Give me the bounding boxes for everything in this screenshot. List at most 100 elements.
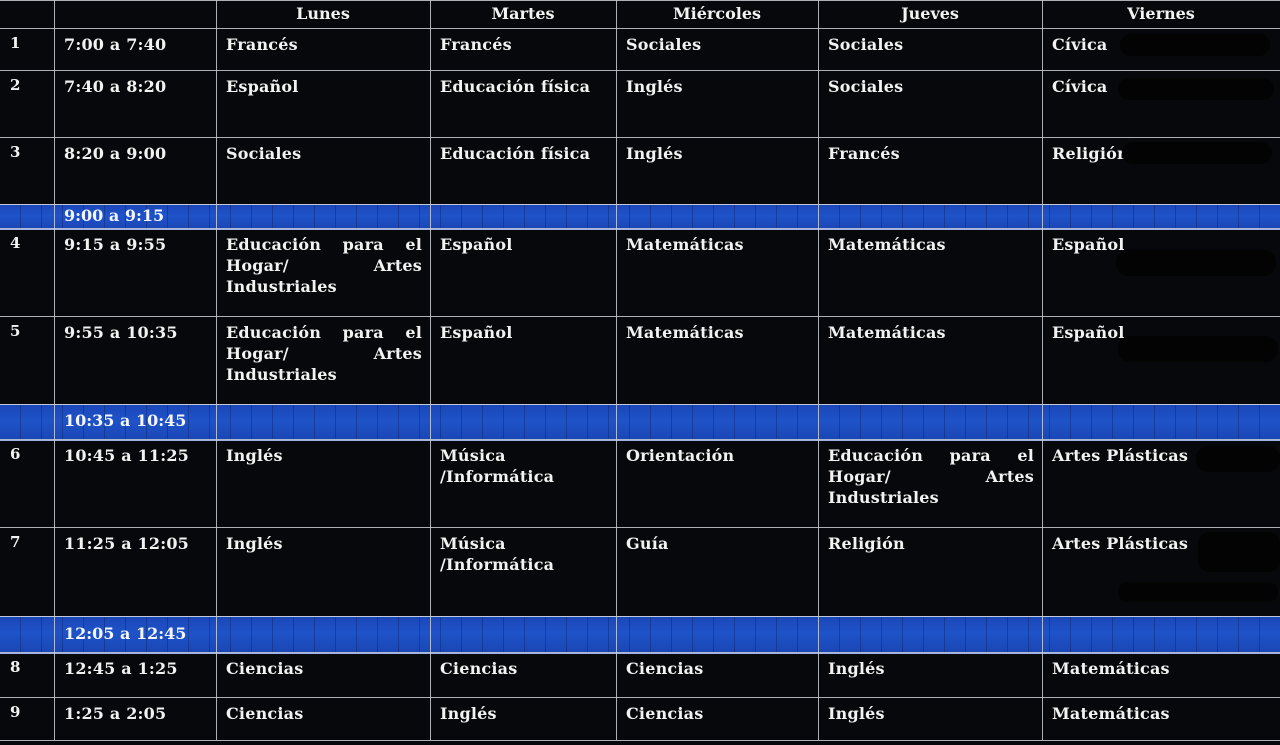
subject-cell: Ciencias [626,704,704,723]
grid-line-vertical [616,0,617,740]
period-time: 8:20 a 9:00 [64,144,167,163]
subject-cell: Educación física [440,77,591,96]
subject-cell: Música /Informática [440,446,555,486]
subject-cell: Música /Informática [440,534,555,574]
period-time: 10:45 a 11:25 [64,446,189,465]
redaction-mark [1118,78,1274,100]
break-bar [0,616,1280,654]
redaction-mark [1122,142,1272,164]
break-bar-pattern [0,205,1280,229]
redaction-mark [1118,582,1278,602]
subject-cell: Matemáticas [1052,659,1170,678]
grid-line-horizontal [0,652,1280,653]
period-number: 4 [10,234,21,252]
period-time: 1:25 a 2:05 [64,704,167,723]
grid-line-vertical [54,0,55,740]
subject-cell: Inglés [626,77,683,96]
period-time: 9:55 a 10:35 [64,323,178,342]
subject-cell: Inglés [226,446,283,465]
day-header: Martes [491,4,555,23]
grid-line-horizontal [0,0,1280,1]
grid-line-horizontal [0,527,1280,528]
subject-cell: Religión [828,534,905,553]
grid-line-horizontal [0,204,1280,205]
day-header: Viernes [1127,4,1195,23]
grid-line-vertical [216,0,217,740]
period-number: 2 [10,76,21,94]
subject-cell: Español [226,77,299,96]
subject-cell: Inglés [626,144,683,163]
subject-cell: Artes Plásticas [1052,534,1189,553]
redaction-mark [1198,532,1280,572]
grid-line-horizontal [0,616,1280,617]
break-bar [0,204,1280,230]
break-bar [0,404,1280,441]
redaction-mark [1120,34,1270,56]
subject-cell: Educación física [440,144,591,163]
subject-cell: Sociales [626,35,702,54]
period-time: 9:15 a 9:55 [64,235,167,254]
break-time: 12:05 a 12:45 [64,623,187,643]
day-header: Miércoles [672,4,762,23]
subject-cell: Inglés [226,534,283,553]
period-time: 12:45 a 1:25 [64,659,178,678]
subject-cell: Francés [226,35,298,54]
grid-line-horizontal [0,70,1280,71]
subject-cell: Inglés [828,659,885,678]
subject-cell: Sociales [828,77,904,96]
subject-cell: Cívica [1052,35,1108,54]
subject-cell: Educación para el Hogar/ Artes Industria… [828,446,1034,507]
grid-line-vertical [818,0,819,740]
redaction-mark [1116,250,1276,276]
subject-cell: Cívica [1052,77,1108,96]
subject-cell: Orientación [626,446,735,465]
subject-cell: Español [1052,323,1125,342]
period-time: 11:25 a 12:05 [64,534,189,553]
grid-line-horizontal [0,740,1280,741]
subject-cell: Matemáticas [828,235,946,254]
period-number: 5 [10,322,21,340]
subject-cell: Educación para el Hogar/ Artes Industria… [226,323,422,384]
day-header: Lunes [296,4,350,23]
subject-cell: Francés [828,144,900,163]
grid-line-horizontal [0,137,1280,138]
period-number: 3 [10,143,21,161]
grid-line-horizontal [0,316,1280,317]
subject-cell: Educación para el Hogar/ Artes Industria… [226,235,422,296]
grid-line-vertical [430,0,431,740]
subject-cell: Guía [626,534,669,553]
subject-cell: Matemáticas [828,323,946,342]
subject-cell: Inglés [828,704,885,723]
subject-cell: Español [440,323,513,342]
subject-cell: Ciencias [226,704,304,723]
subject-cell: Inglés [440,704,497,723]
break-time: 9:00 a 9:15 [64,205,165,225]
grid-line-horizontal [0,697,1280,698]
grid-line-horizontal [0,228,1280,229]
period-time: 7:40 a 8:20 [64,77,167,96]
break-bar-pattern [0,617,1280,653]
period-number: 9 [10,703,21,721]
grid-line-horizontal [0,439,1280,440]
day-header: Jueves [901,4,959,23]
grid-line-horizontal [0,28,1280,29]
grid-line-vertical [1042,0,1043,740]
subject-cell: Artes Plásticas [1052,446,1189,465]
subject-cell: Ciencias [626,659,704,678]
subject-cell: Matemáticas [626,323,744,342]
grid-line-horizontal [0,404,1280,405]
redaction-mark [1196,446,1280,472]
period-number: 8 [10,658,21,676]
break-bar-pattern [0,405,1280,440]
subject-cell: Francés [440,35,512,54]
subject-cell: Español [1052,235,1125,254]
period-number: 6 [10,445,21,463]
subject-cell: Matemáticas [1052,704,1170,723]
period-time: 7:00 a 7:40 [64,35,167,54]
period-number: 1 [10,34,21,52]
break-time: 10:35 a 10:45 [64,411,187,430]
subject-cell: Ciencias [440,659,518,678]
subject-cell: Ciencias [226,659,304,678]
period-number: 7 [10,533,21,551]
